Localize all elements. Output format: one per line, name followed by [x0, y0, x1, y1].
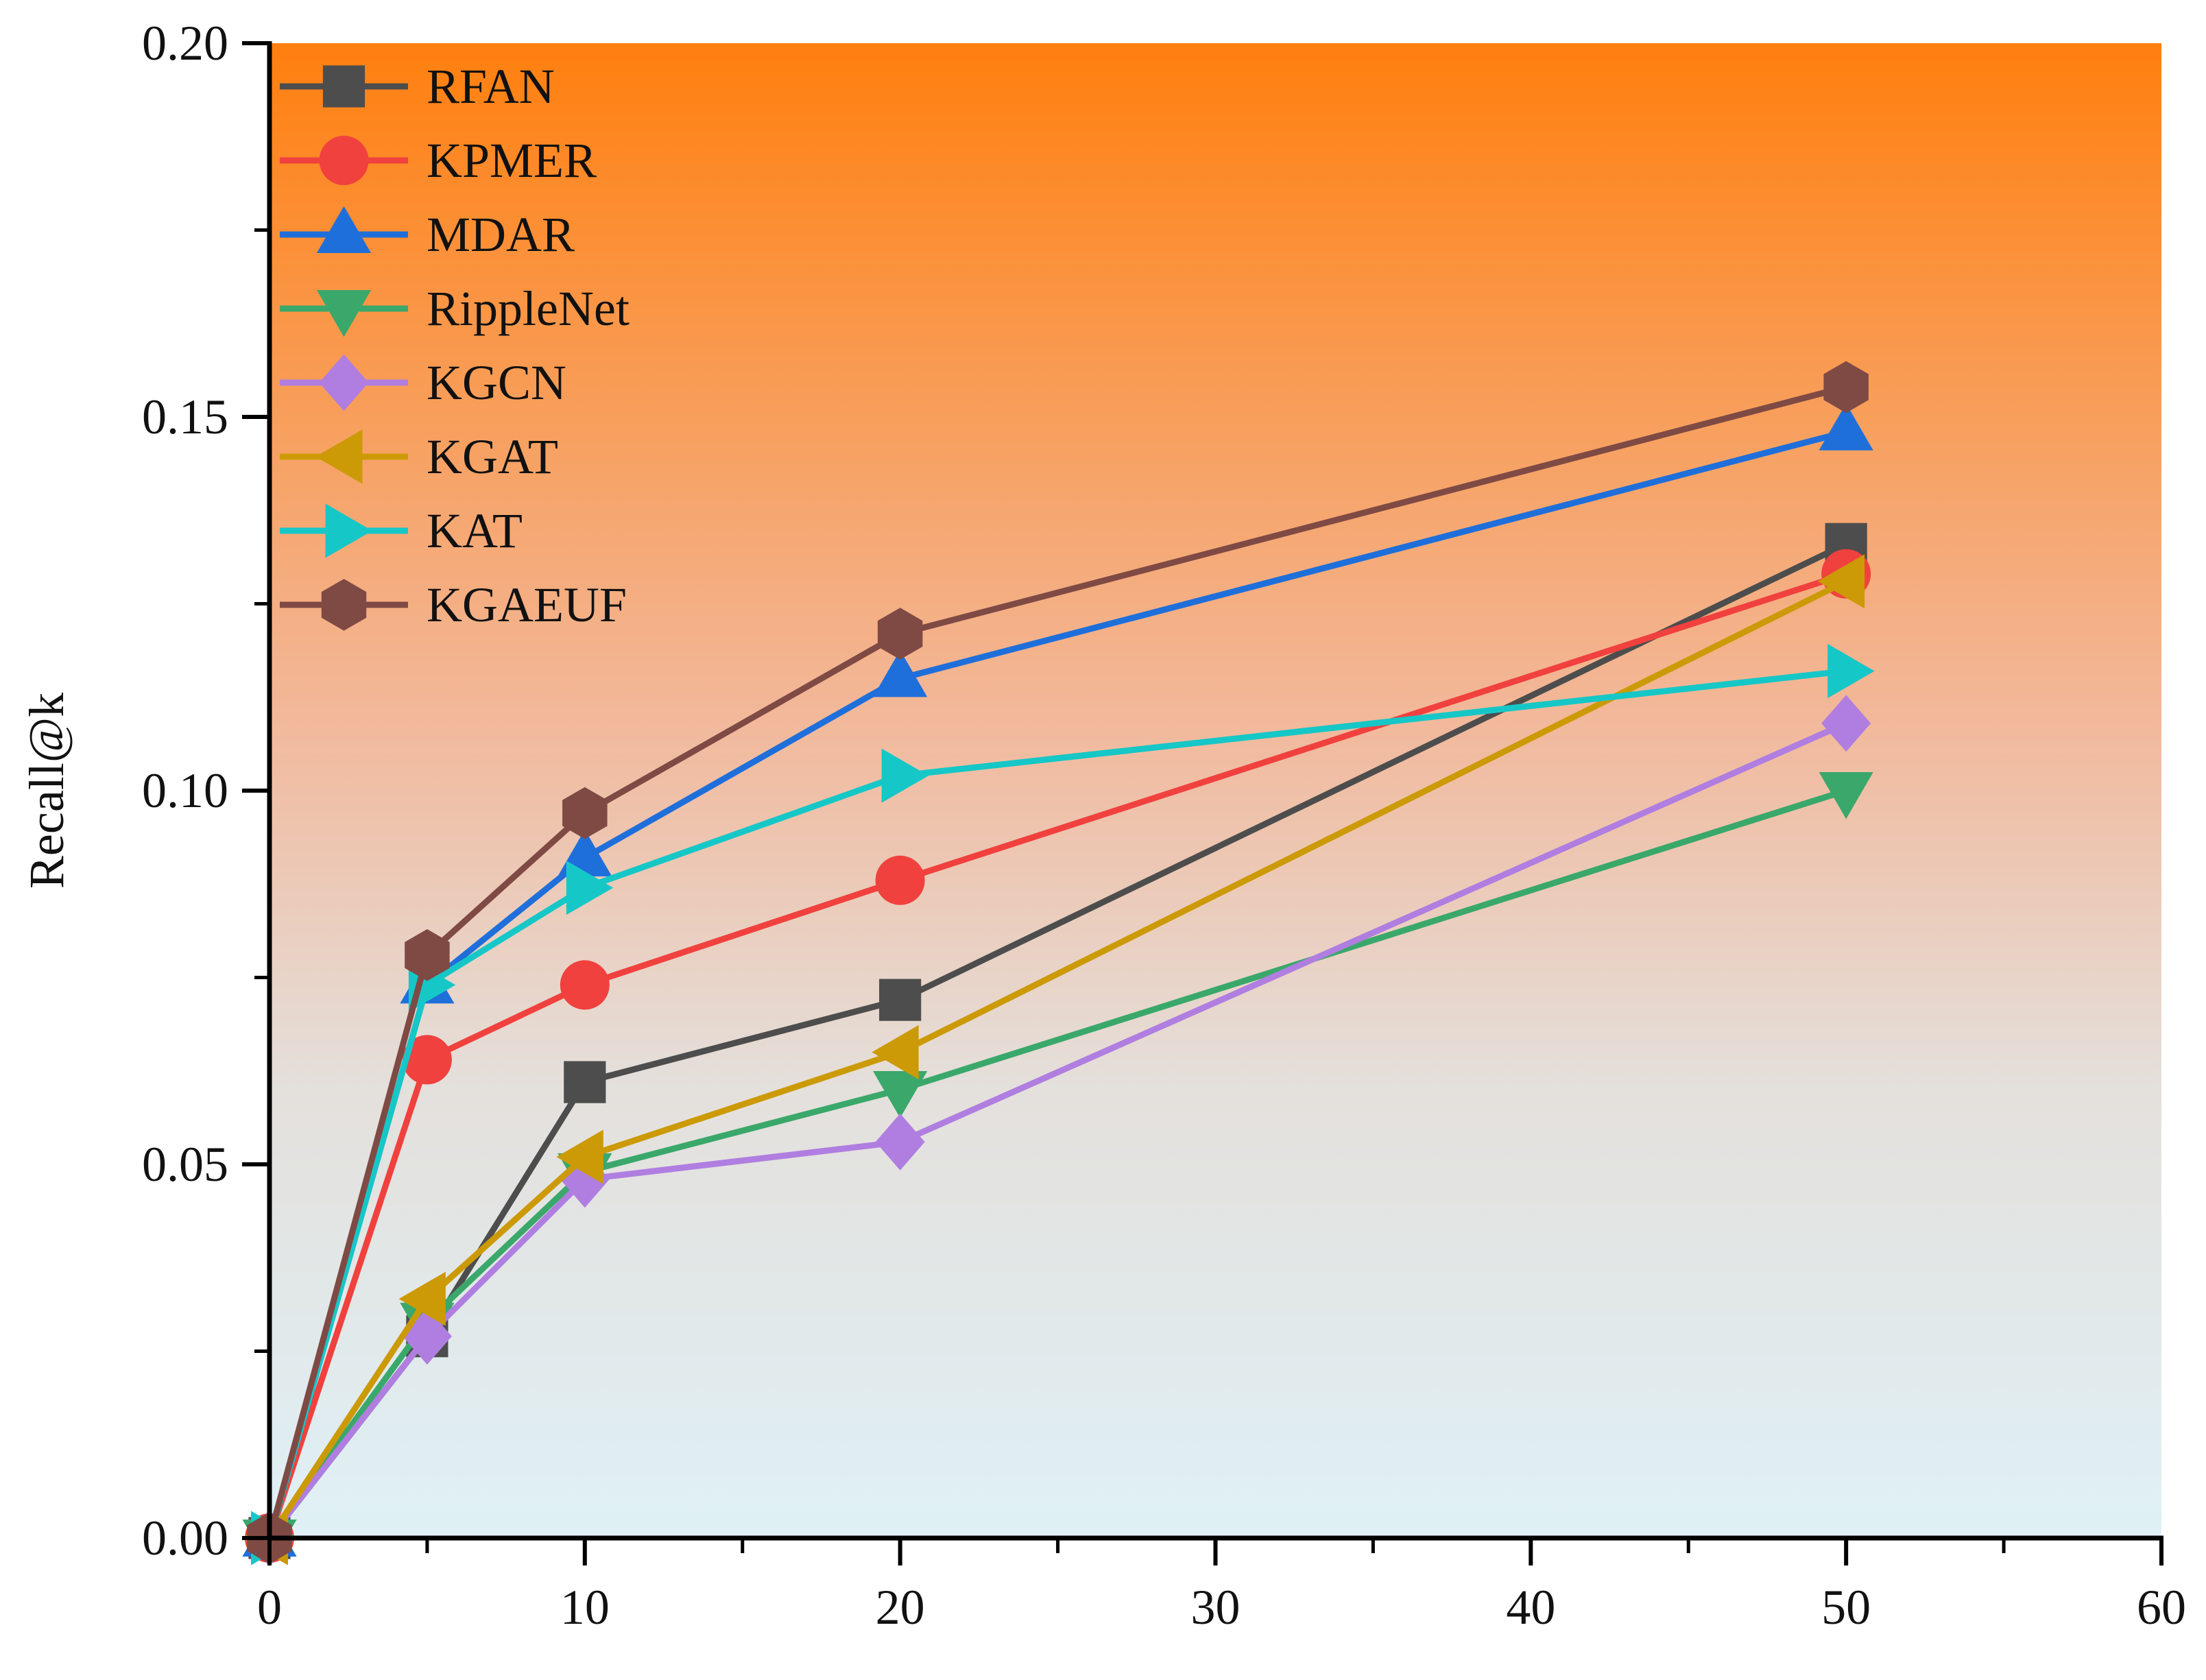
legend-entry-kgat: KGAT — [280, 429, 558, 484]
legend-entry-mdar: MDAR — [280, 206, 575, 262]
legend-label: KGAT — [427, 429, 558, 484]
x-tick-label: 40 — [1506, 1580, 1555, 1635]
plot-background — [269, 43, 2161, 1538]
legend-label: RFAN — [427, 59, 555, 114]
legend-entry-kgcn: KGCN — [280, 354, 566, 411]
data-point-rfan — [564, 1061, 606, 1103]
legend: RFAN KPMER MDAR RippleNet KGCN KGAT KAT KGAEUF — [280, 59, 630, 632]
y-tick-label: 0.05 — [142, 1137, 228, 1192]
data-point-kpmer — [875, 855, 925, 905]
data-point-kat — [1827, 644, 1875, 699]
legend-label: MDAR — [427, 207, 575, 262]
data-point-kgat — [398, 1271, 446, 1326]
y-tick-label: 0.00 — [142, 1511, 228, 1565]
legend-marker — [316, 290, 372, 337]
legend-label: KGCN — [427, 355, 566, 410]
data-point-kgcn — [560, 1151, 610, 1208]
legend-label: KGAEUF — [427, 577, 627, 632]
y-tick-label: 0.15 — [142, 389, 228, 444]
legend-label: KAT — [427, 503, 523, 558]
data-point-mdar — [873, 650, 928, 697]
x-tick-label: 60 — [2137, 1580, 2186, 1635]
data-point-kgat — [556, 1129, 603, 1184]
data-point-kgat — [1817, 554, 1865, 609]
data-point-kgat — [872, 1024, 919, 1080]
data-point-kgaeuf — [405, 929, 450, 981]
legend-entry-rfan: RFAN — [280, 59, 555, 114]
legend-marker — [325, 503, 372, 558]
data-point-kat — [566, 861, 614, 915]
legend-marker — [321, 579, 367, 631]
legend-label: KPMER — [427, 133, 597, 188]
legend-marker — [316, 206, 372, 253]
legend-entry-kpmer: KPMER — [280, 133, 597, 188]
data-point-rfan — [879, 979, 922, 1021]
legend-marker — [319, 136, 369, 185]
data-point-mdar — [1819, 403, 1873, 451]
legend-entry-kgaeuf: KGAEUF — [280, 577, 627, 632]
data-point-kgaeuf — [1823, 361, 1869, 413]
x-tick-label: 30 — [1191, 1580, 1240, 1635]
legend-marker — [315, 429, 363, 484]
axes-layer: 0.00 0.05 0.10 0.15 0.20 0 10 20 30 40 50 60 — [142, 16, 2186, 1635]
legend-label: RippleNet — [427, 281, 630, 336]
data-point-kgaeuf — [877, 608, 923, 660]
series-layer — [242, 361, 1875, 1565]
y-axis-label: Recall@k — [19, 693, 74, 889]
y-tick-label: 0.20 — [142, 16, 228, 71]
series-kgaeuf — [247, 361, 1869, 1564]
legend-marker — [319, 354, 369, 411]
legend-marker — [322, 65, 365, 108]
data-point-kgcn — [1821, 695, 1871, 752]
data-point-kgaeuf — [562, 787, 608, 839]
data-point-kat — [881, 748, 929, 803]
data-point-kpmer — [402, 1035, 452, 1085]
x-tick-label: 50 — [1821, 1580, 1871, 1635]
data-point-ripplenet — [1819, 772, 1873, 819]
x-tick-label: 0 — [257, 1580, 282, 1635]
data-point-kpmer — [560, 960, 610, 1010]
data-point-ripplenet — [873, 1071, 928, 1118]
x-tick-label: 10 — [560, 1580, 610, 1635]
data-point-kgcn — [875, 1113, 925, 1171]
y-tick-label: 0.10 — [142, 763, 228, 818]
legend-entry-kat: KAT — [280, 503, 523, 558]
legend-entry-ripplenet: RippleNet — [280, 281, 630, 337]
x-tick-label: 20 — [876, 1580, 925, 1635]
